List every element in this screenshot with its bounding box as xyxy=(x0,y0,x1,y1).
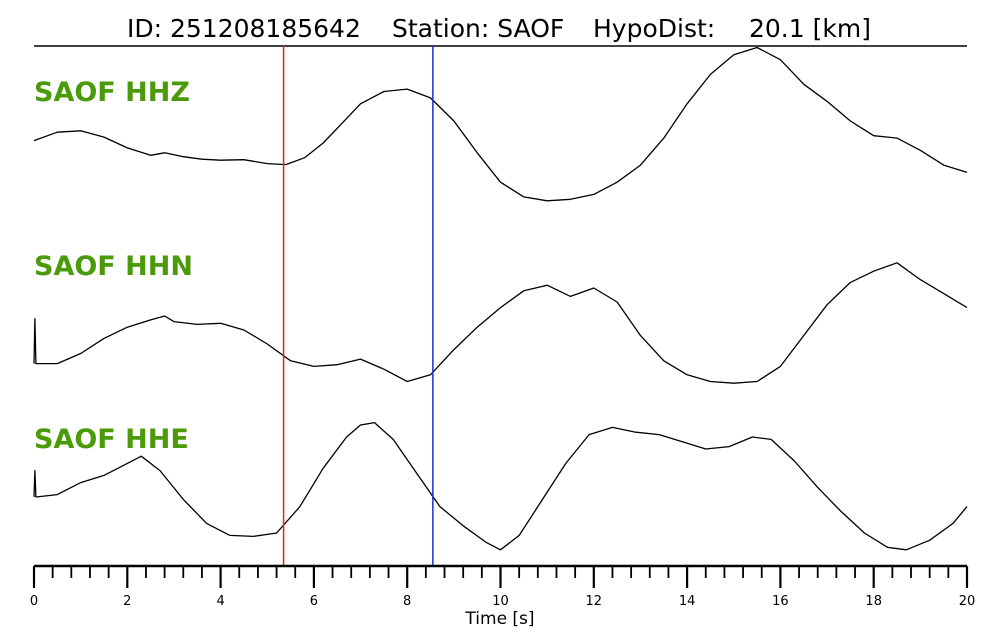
x-tick-label: 6 xyxy=(310,594,318,609)
x-tick-label: 18 xyxy=(865,594,882,609)
plot-title-hypodist-value: 20.1 [km] xyxy=(749,14,871,43)
time-axis: 0 2 4 6 8 10 12 14 16 18 20 xyxy=(30,564,976,609)
channel-label-hhn: SAOF HHN xyxy=(34,251,193,282)
x-tick-label: 2 xyxy=(123,594,131,609)
x-tick-label: 8 xyxy=(403,594,411,609)
trace-hhn xyxy=(33,262,968,384)
traces-group xyxy=(33,46,968,551)
phase-picks-group xyxy=(282,46,434,566)
x-tick-label: 14 xyxy=(679,594,696,609)
x-tick-label: 4 xyxy=(216,594,224,609)
plot-title-id: ID: 251208185642 xyxy=(127,14,361,43)
plot-title-station: Station: SAOF xyxy=(392,14,564,43)
x-tick-label: 10 xyxy=(492,594,509,609)
x-tick-label: 20 xyxy=(959,594,976,609)
x-tick-label: 12 xyxy=(586,594,603,609)
x-axis-label: Time [s] xyxy=(464,609,534,629)
channel-label-hhz: SAOF HHZ xyxy=(34,77,190,108)
x-tick-label: 16 xyxy=(772,594,789,609)
plot-title-hypodist-label: HypoDist: xyxy=(593,14,715,43)
trace-hhe xyxy=(33,421,968,551)
trace-hhz xyxy=(33,46,968,202)
x-tick-label: 0 xyxy=(30,594,38,609)
channel-label-hhe: SAOF HHE xyxy=(34,424,189,455)
